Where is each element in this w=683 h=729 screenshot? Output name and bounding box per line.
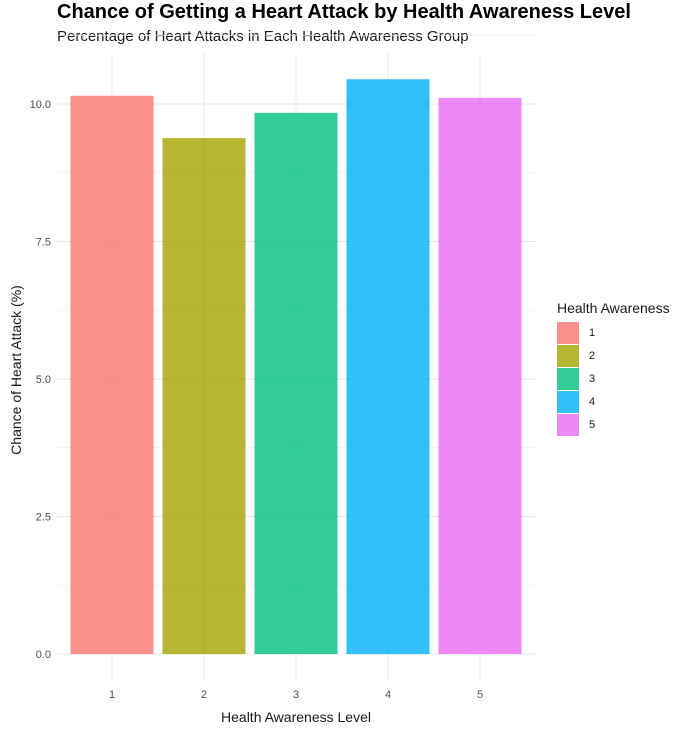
legend-item-4: 4	[557, 391, 595, 413]
y-axis-label: Chance of Heart Attack (%)	[8, 285, 24, 455]
legend-item-5: 5	[557, 414, 595, 436]
y-tick-label: 7.5	[36, 237, 51, 249]
legend-swatch	[557, 368, 579, 390]
x-tick-label: 4	[385, 689, 391, 701]
x-tick-label: 2	[201, 689, 207, 701]
x-axis-label: Health Awareness Level	[221, 709, 371, 725]
legend-label: 4	[589, 396, 596, 408]
x-tick-label: 3	[293, 689, 299, 701]
legend-item-3: 3	[557, 368, 595, 390]
legend-label: 2	[589, 350, 596, 362]
legend-swatch	[557, 345, 579, 367]
legend-label: 5	[589, 419, 596, 431]
legend-swatch	[557, 391, 579, 413]
y-tick-label: 0.0	[36, 649, 51, 661]
legend-swatch	[557, 322, 579, 344]
bar-4	[346, 79, 430, 654]
legend-label: 1	[589, 327, 596, 339]
y-tick-label: 2.5	[36, 512, 51, 524]
bar-3	[254, 112, 338, 655]
x-tick-label: 5	[477, 689, 483, 701]
chart-subtitle: Percentage of Heart Attacks in Each Heal…	[57, 28, 469, 45]
bar-1	[70, 95, 154, 654]
bar-2	[162, 138, 246, 655]
y-tick-label: 10.0	[30, 99, 51, 111]
chart-title: Chance of Getting a Heart Attack by Heal…	[57, 1, 631, 23]
legend-item-2: 2	[557, 345, 595, 367]
legend-title: Health Awareness	[557, 300, 670, 316]
x-tick-label: 1	[109, 689, 115, 701]
legend-item-1: 1	[557, 322, 595, 344]
legend-label: 3	[589, 373, 596, 385]
bar-5	[438, 97, 522, 654]
y-tick-label: 5.0	[36, 374, 51, 386]
legend-swatch	[557, 414, 579, 436]
